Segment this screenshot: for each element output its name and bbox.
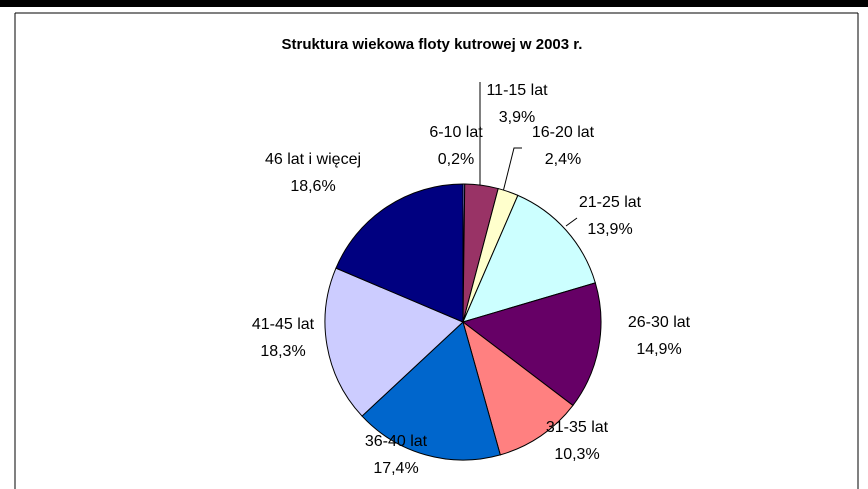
slice-value-label: 0,2% — [438, 151, 474, 168]
slice-value-label: 2,4% — [545, 151, 581, 168]
slice-label: 11-15 lat — [486, 82, 548, 99]
slice-value-label: 14,9% — [636, 341, 681, 358]
pie-slice — [324, 267, 464, 417]
slice-label: 46 lat i więcej — [265, 151, 361, 168]
leader-line — [565, 217, 578, 227]
pie-slice — [462, 320, 574, 456]
pie-slice — [335, 183, 464, 323]
slice-label: 31-35 lat — [546, 419, 609, 436]
slice-label: 26-30 lat — [628, 314, 691, 331]
pie-slice — [461, 282, 602, 407]
slice-label: 36-40 lat — [365, 433, 428, 450]
slice-label: 41-45 lat — [252, 316, 315, 333]
slice-value-label: 13,9% — [587, 221, 632, 238]
pie-slice — [361, 321, 501, 461]
slice-value-label: 3,9% — [499, 109, 535, 126]
slice-label: 6-10 lat — [429, 124, 483, 141]
slice-label: 21-25 lat — [579, 194, 642, 211]
slice-value-label: 17,4% — [373, 460, 418, 477]
chart-title: Struktura wiekowa floty kutrowej w 2003 … — [282, 36, 583, 53]
leader-line — [502, 147, 522, 193]
slice-label: 16-20 lat — [532, 124, 595, 141]
pie-slice — [462, 194, 596, 323]
top-bar — [0, 0, 868, 7]
slice-value-label: 18,3% — [260, 343, 305, 360]
slice-value-label: 10,3% — [554, 446, 599, 463]
slice-value-label: 18,6% — [290, 178, 335, 195]
